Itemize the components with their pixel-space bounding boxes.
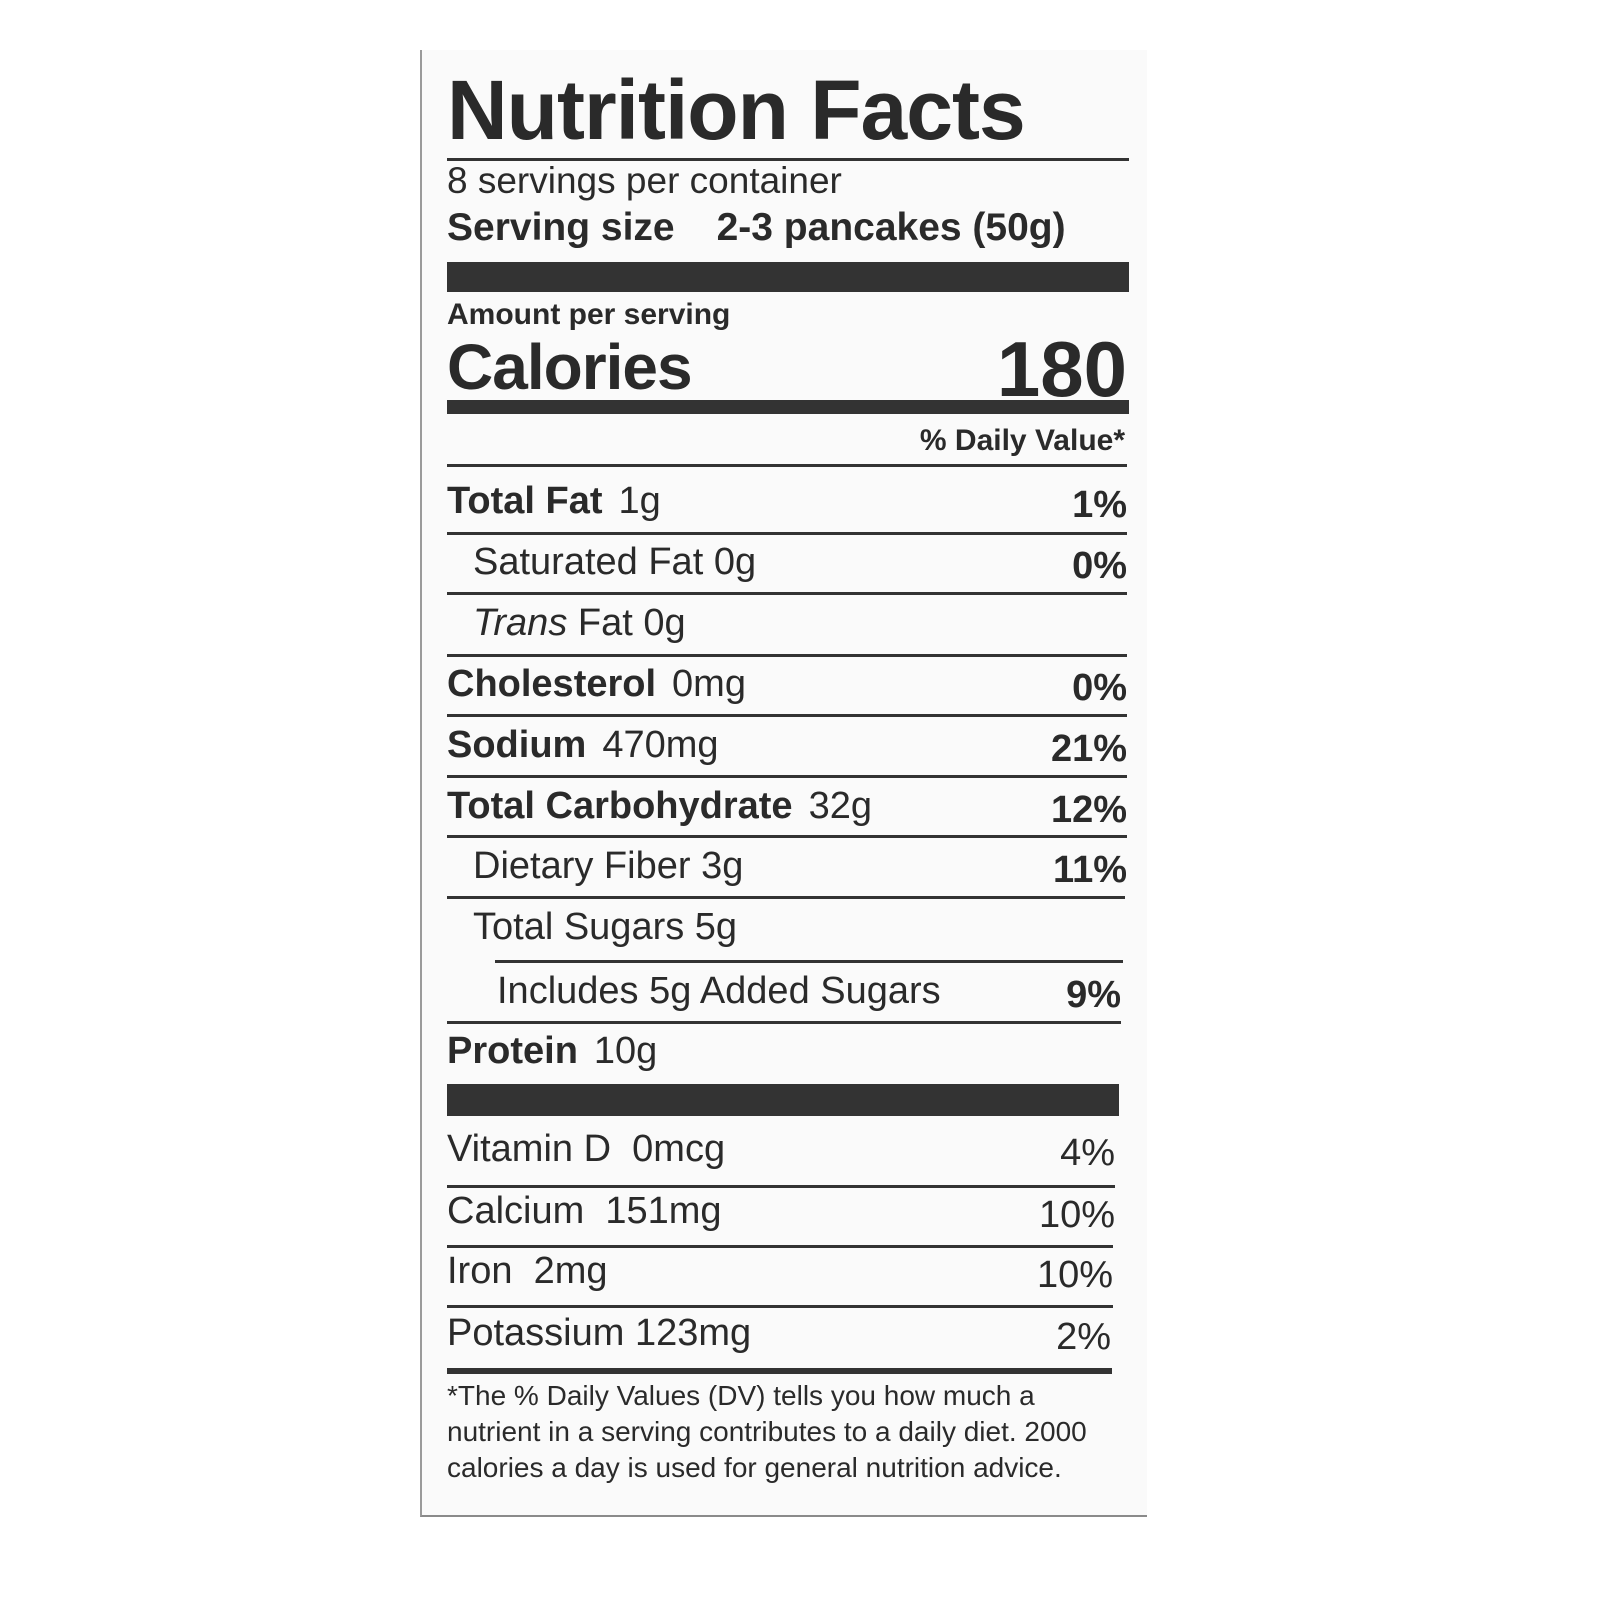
- divider: [447, 1245, 1113, 1248]
- divider: [447, 775, 1127, 778]
- vitamin-amount: 151mg: [605, 1190, 722, 1232]
- vitamin-row: Iron 2mg 10%: [447, 1242, 1113, 1298]
- nutrient-dv: 12%: [1050, 789, 1127, 831]
- vitamin-amount: 2mg: [533, 1250, 608, 1292]
- nutrient-name: Total Fat: [447, 480, 603, 522]
- nutrient-amount: 0g: [643, 602, 686, 644]
- nutrient-amount: 0g: [713, 541, 757, 583]
- nutrient-dv: 11%: [1053, 849, 1127, 891]
- nutrient-name: Includes 5g Added Sugars: [497, 970, 941, 1012]
- nutrient-amount: 470mg: [602, 724, 719, 766]
- nutrient-dv: 0%: [1072, 667, 1127, 709]
- nutrient-name: Total Sugars: [473, 906, 685, 948]
- servings-per-container: 8 servings per container: [447, 160, 842, 201]
- nutrient-amount: 10g: [593, 1030, 658, 1072]
- divider: [447, 592, 1127, 595]
- divider: [447, 1305, 1113, 1308]
- nutrient-name: Fat: [577, 602, 633, 644]
- nutrient-name: Sodium: [447, 724, 587, 766]
- nutrient-row: Cholesterol 0mg 0%: [447, 655, 1127, 711]
- nutrient-amount: 1g: [618, 480, 661, 522]
- vitamin-dv: 10%: [1038, 1194, 1115, 1236]
- nutrient-row: Total Fat 1g 1%: [447, 472, 1127, 528]
- nutrition-label: [420, 50, 1147, 1517]
- serving-size-label: Serving size: [447, 206, 675, 249]
- calories-value: 180: [996, 325, 1127, 413]
- serving-size: Serving size 2-3 pancakes (50g): [447, 206, 1066, 250]
- serving-size-value: 2-3 pancakes (50g): [716, 206, 1066, 249]
- daily-value-header: % Daily Value*: [919, 424, 1125, 457]
- nutrient-name: Protein: [447, 1030, 578, 1072]
- nutrient-row: Saturated Fat 0g 0%: [447, 533, 1127, 589]
- nutrient-amount: 5g: [694, 906, 738, 948]
- divider: [447, 158, 1129, 161]
- nutrient-name: Saturated Fat: [473, 541, 704, 583]
- amount-per-serving: Amount per serving: [447, 298, 731, 331]
- vitamin-dv: 4%: [1060, 1132, 1115, 1174]
- nutrient-name-italic: Trans: [473, 602, 568, 644]
- vitamin-name: Vitamin D: [447, 1128, 612, 1170]
- vitamin-name: Calcium: [447, 1190, 585, 1232]
- divider: [447, 1021, 1121, 1024]
- divider: [495, 960, 1123, 963]
- nutrient-row: Includes 5g Added Sugars 9%: [447, 962, 1127, 1018]
- divider: [447, 532, 1127, 535]
- nutrient-name: Total Carbohydrate: [447, 785, 793, 827]
- vitamin-row: Vitamin D 0mcg 4%: [447, 1120, 1115, 1176]
- label-title: Nutrition Facts: [447, 63, 1026, 157]
- divider: [447, 654, 1127, 657]
- nutrient-dv: 0%: [1072, 545, 1127, 587]
- nutrient-amount: 32g: [808, 785, 872, 827]
- nutrient-row: Trans Fat 0g: [447, 594, 1127, 650]
- nutrient-dv: 21%: [1050, 728, 1127, 770]
- vitamin-name: Potassium: [447, 1312, 625, 1354]
- divider: [447, 1185, 1115, 1188]
- nutrient-name: Cholesterol: [447, 663, 657, 705]
- vitamin-dv: 2%: [1056, 1316, 1111, 1358]
- nutrient-row: Total Carbohydrate 32g 12%: [447, 777, 1127, 833]
- vitamin-amount: 0mcg: [632, 1128, 726, 1170]
- divider: [447, 896, 1125, 899]
- medium-divider: [447, 400, 1129, 414]
- nutrient-amount: 0mg: [672, 663, 746, 705]
- divider: [447, 714, 1127, 717]
- nutrient-amount: 3g: [701, 845, 744, 887]
- vitamin-dv: 10%: [1036, 1254, 1113, 1296]
- nutrient-dv: 1%: [1072, 484, 1127, 526]
- nutrient-dv: 9%: [1066, 974, 1121, 1016]
- vitamin-row: Calcium 151mg 10%: [447, 1182, 1115, 1238]
- vitamin-name: Iron: [447, 1250, 513, 1292]
- divider: [447, 464, 1127, 467]
- nutrient-row: Total Sugars 5g: [447, 898, 1127, 954]
- calories-label: Calories: [447, 331, 693, 403]
- divider: [447, 835, 1127, 838]
- vitamin-amount: 123mg: [634, 1312, 752, 1354]
- nutrient-row: Protein 10g: [447, 1022, 1127, 1078]
- nutrient-row: Dietary Fiber 3g 11%: [447, 837, 1127, 893]
- nutrient-row: Sodium 470mg 21%: [447, 716, 1127, 772]
- footnote: *The % Daily Values (DV) tells you how m…: [447, 1380, 1087, 1483]
- vitamin-row: Potassium 123mg 2%: [447, 1304, 1111, 1360]
- nutrient-name: Dietary Fiber: [473, 845, 691, 887]
- thick-divider: [447, 1084, 1119, 1116]
- divider: [447, 1368, 1112, 1374]
- thick-divider: [447, 262, 1129, 292]
